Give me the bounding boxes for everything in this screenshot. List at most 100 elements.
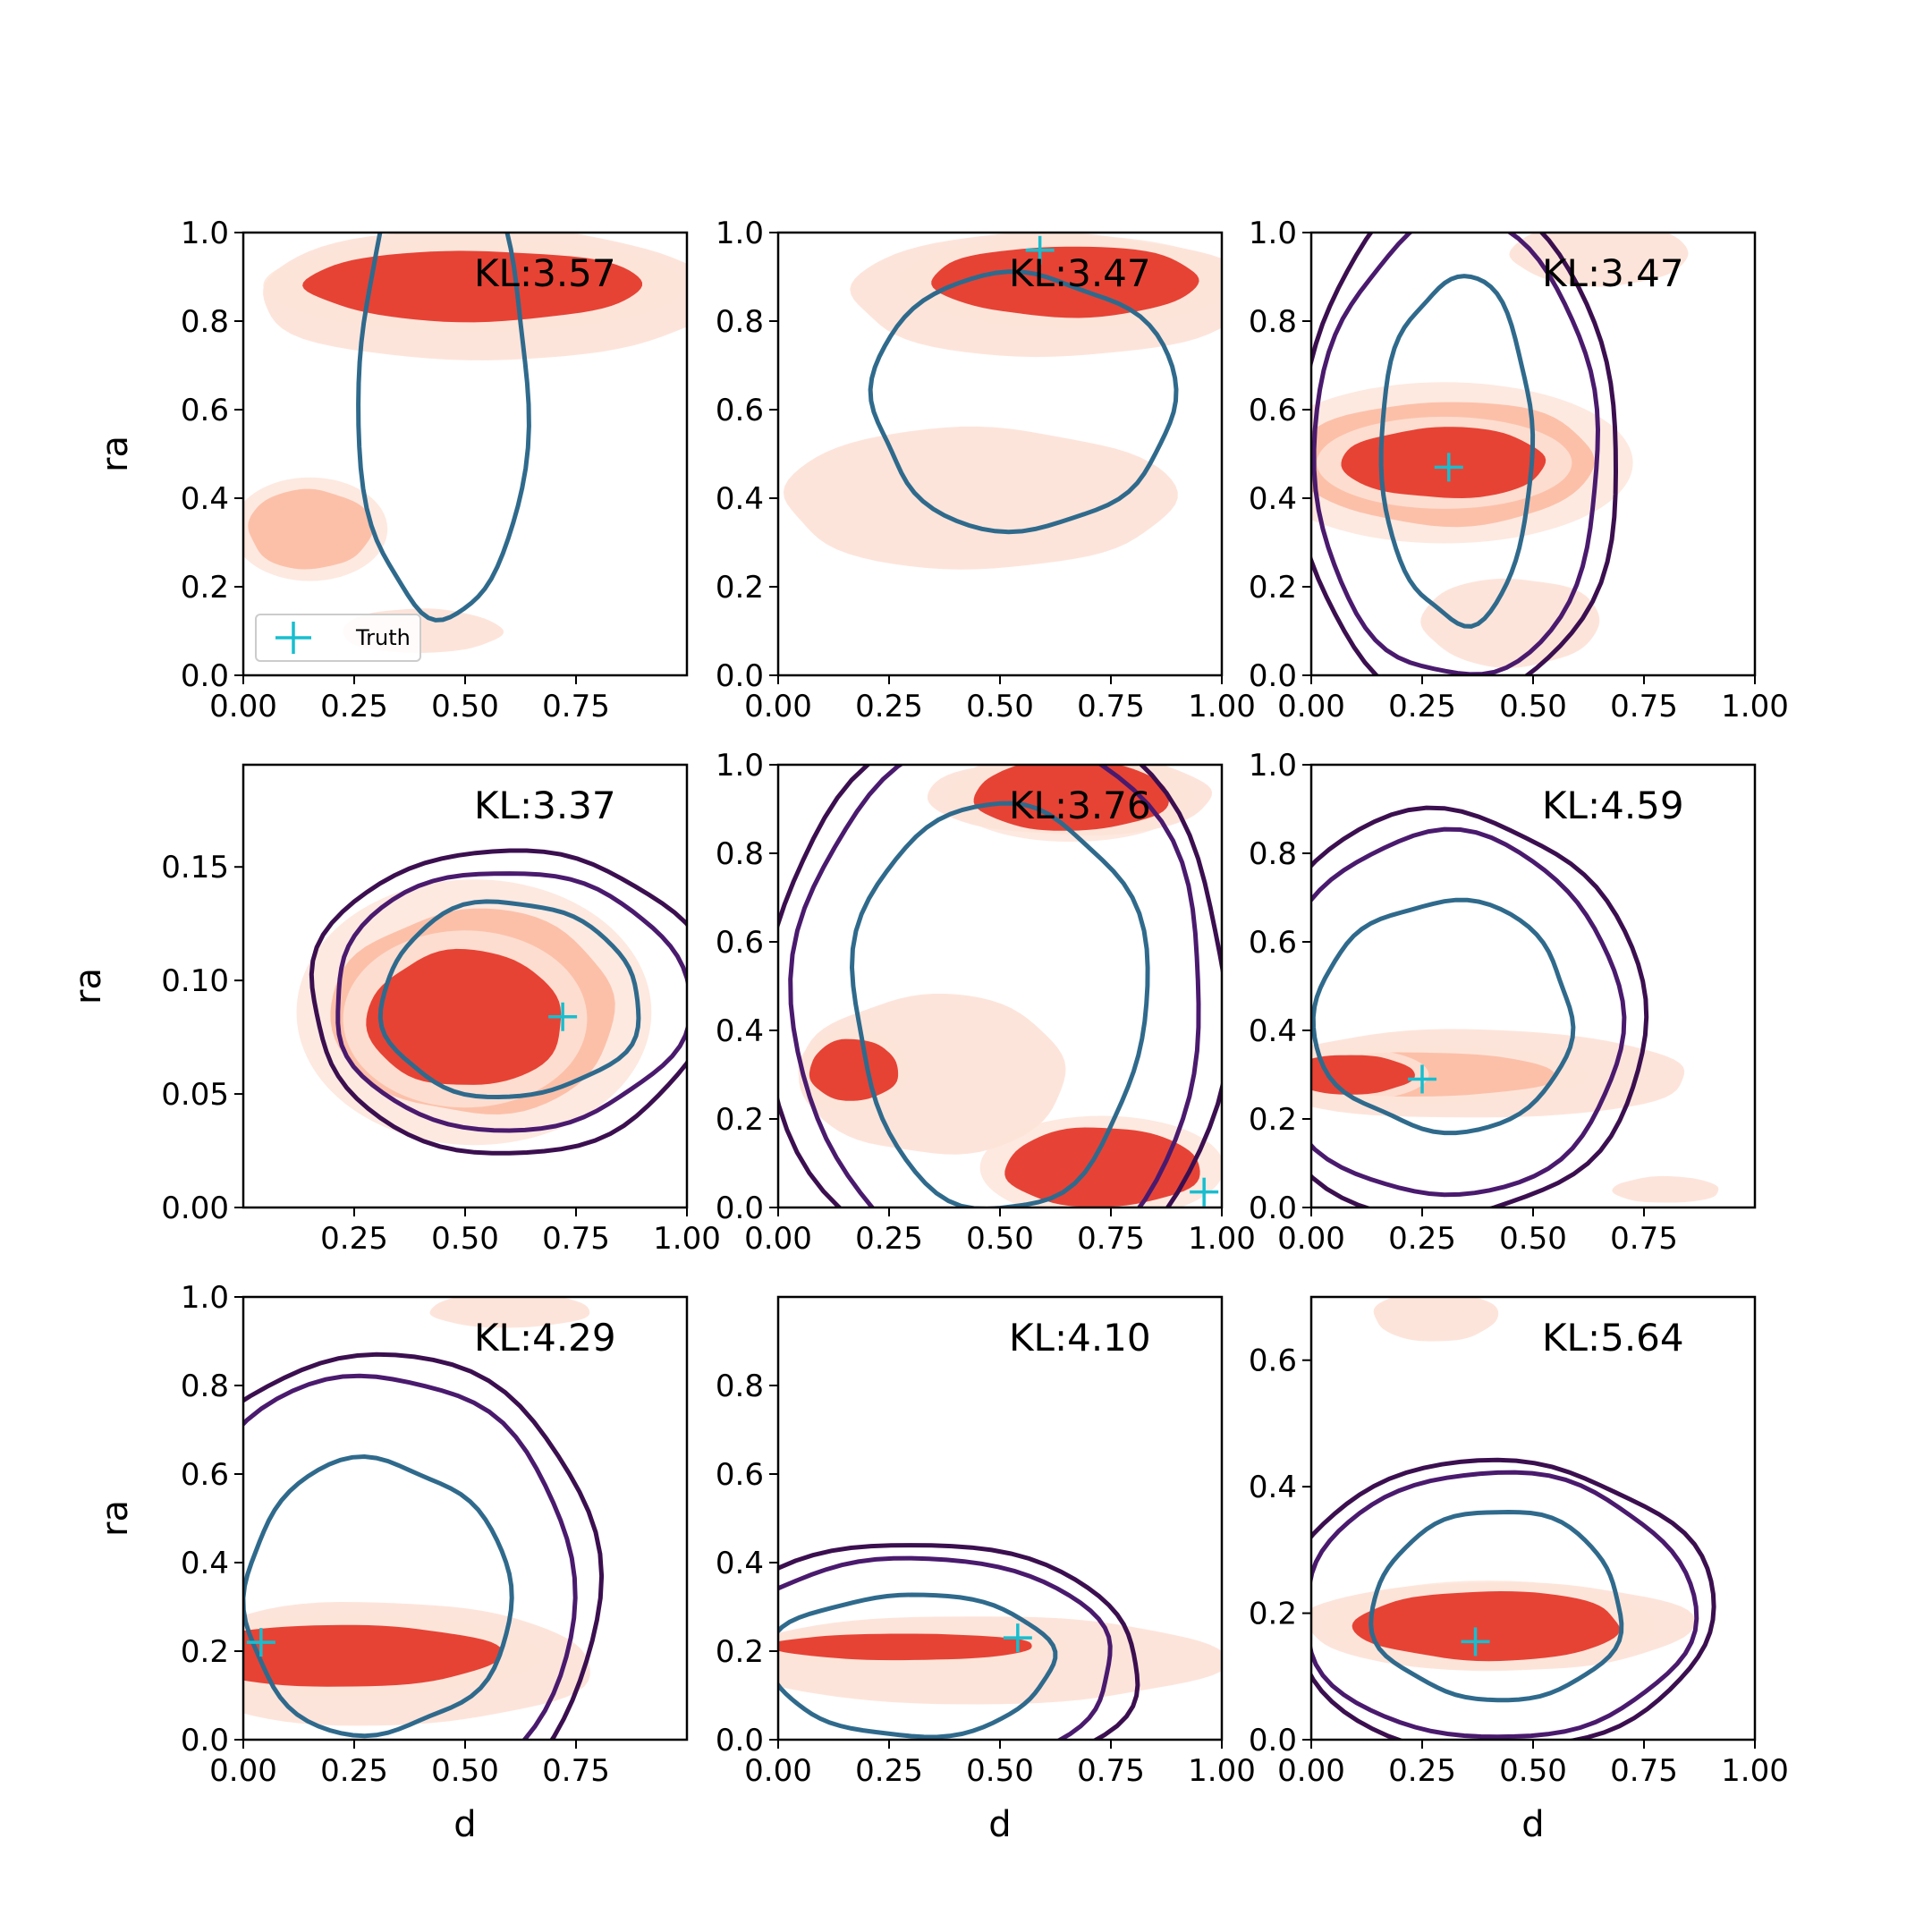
x-tick-label: 0.50 (966, 1221, 1034, 1257)
y-tick-label: 0.2 (181, 570, 229, 606)
density-region (1341, 427, 1546, 498)
y-tick-label: 0.8 (716, 1368, 764, 1404)
y-tick-label: 0.15 (161, 850, 229, 886)
y-tick-label: 1.0 (716, 216, 764, 251)
x-tick-label: 0.75 (1610, 1753, 1678, 1789)
x-tick-label: 0.75 (1610, 689, 1678, 724)
y-tick-label: 1.0 (1249, 216, 1297, 251)
subplot-2: 0.00 0.25 0.50 0.75 1.00 0.0 0.2 0.4 0.6 0.8 1.0 KL… (716, 216, 1256, 724)
x-tick-label: 1.00 (653, 1221, 721, 1257)
density-region (243, 1624, 503, 1687)
contour-line-3 (1311, 233, 1619, 675)
x-tick-label: 0.75 (542, 689, 610, 724)
x-tick-label: 1.00 (1188, 1221, 1256, 1257)
contour-line-3 (1311, 1457, 1716, 1740)
y-tick-label: 0.0 (716, 1723, 764, 1758)
density-region (248, 488, 374, 570)
truth-marker (1434, 453, 1463, 482)
y-tick-label: 0.2 (1249, 1597, 1297, 1632)
density-region (1612, 1175, 1719, 1203)
plot-area (296, 848, 687, 1156)
y-tick-label: 0.8 (716, 836, 764, 872)
y-tick-label: 0.0 (716, 1191, 764, 1226)
truth-marker (548, 1002, 578, 1031)
density-region (1420, 578, 1600, 668)
y-axis-label: ra (68, 968, 109, 1004)
x-tick-label: 0.25 (1388, 1221, 1456, 1257)
y-tick-label: 0.8 (1249, 304, 1297, 340)
x-axis-label: d (453, 1804, 476, 1845)
x-tick-label: 1.00 (1721, 1753, 1789, 1789)
y-tick-label: 0.4 (181, 1546, 229, 1581)
density-region (429, 1297, 590, 1328)
legend-label: Truth (355, 625, 411, 650)
contour-line-2 (335, 871, 687, 1133)
x-axis-label: d (988, 1804, 1011, 1845)
truth-marker (1190, 1177, 1219, 1207)
x-tick-label: 0.25 (855, 1221, 923, 1257)
subplot-8: 0.00 0.25 0.50 0.75 1.00 0.0 0.2 0.4 0.6 0.8 KL:4.… (716, 1295, 1256, 1845)
density-region (1373, 1297, 1499, 1342)
legend: Truth (255, 614, 421, 662)
y-tick-label: 0.8 (181, 304, 229, 340)
y-tick-label: 0.10 (161, 963, 229, 999)
x-tick-label: 0.75 (1077, 1753, 1145, 1789)
subplot-5: 0.00 0.25 0.50 0.75 1.00 0.0 0.2 0.4 0.6 0.8 1.0 KL… (716, 748, 1256, 1257)
plot-area (778, 765, 1222, 1208)
x-tick-label: 0.75 (1077, 689, 1145, 724)
density-region (302, 250, 642, 323)
contour-line-1 (868, 269, 1179, 535)
y-tick-label: 0.2 (1249, 1102, 1297, 1138)
y-tick-label: 0.6 (1249, 925, 1297, 961)
x-tick-label: 0.75 (1610, 1221, 1678, 1257)
kl-annotation: KL:3.57 (474, 251, 616, 295)
contour-line-1 (356, 233, 531, 623)
kl-annotation: KL:3.47 (1009, 251, 1151, 295)
x-tick-label: 0.75 (1077, 1221, 1145, 1257)
x-tick-label: 0.50 (966, 689, 1034, 724)
legend-box (255, 614, 421, 662)
y-tick-label: 0.4 (181, 481, 229, 517)
contour-line-1 (377, 899, 641, 1100)
truth-marker (1025, 235, 1055, 265)
y-tick-label: 0.2 (716, 570, 764, 606)
x-tick-label: 0.50 (1499, 689, 1567, 724)
contour-line-2 (1311, 1470, 1699, 1740)
x-tick-label: 0.50 (1499, 1753, 1567, 1789)
plot-area (1311, 233, 1689, 675)
kl-annotation: KL:4.59 (1542, 784, 1684, 827)
y-tick-label: 0.05 (161, 1077, 229, 1113)
kl-annotation: KL:4.10 (1009, 1316, 1151, 1360)
x-tick-label: 0.00 (744, 1753, 812, 1789)
y-tick-label: 0.2 (1249, 570, 1297, 606)
contour-line-2 (1311, 826, 1627, 1198)
truth-marker (1408, 1064, 1436, 1094)
density-region (1352, 1591, 1621, 1662)
subplot-6: 0.00 0.25 0.50 0.75 0.0 0.2 0.4 0.6 0.8 1.0 KL:4.5… (1249, 748, 1757, 1257)
y-tick-label: 0.0 (1249, 1191, 1297, 1226)
y-tick-label: 0.6 (181, 393, 229, 428)
density-region (783, 426, 1178, 570)
subplot-7: 0.00 0.25 0.50 0.75 0.0 0.2 0.4 0.6 0.8 1.0 KL:4.2… (95, 1280, 689, 1845)
x-tick-label: 0.25 (855, 689, 923, 724)
x-tick-label: 0.00 (209, 689, 277, 724)
x-tick-label: 0.75 (542, 1221, 610, 1257)
x-tick-label: 0.50 (966, 1753, 1034, 1789)
y-tick-label: 0.4 (716, 1013, 764, 1049)
y-tick-label: 0.6 (716, 1457, 764, 1493)
x-tick-label: 0.50 (431, 689, 499, 724)
y-axis-label: ra (95, 1500, 136, 1537)
y-tick-label: 0.8 (716, 304, 764, 340)
truth-marker (246, 1628, 275, 1657)
y-tick-label: 1.0 (1249, 748, 1297, 784)
x-tick-label: 0.25 (1388, 689, 1456, 724)
y-tick-label: 0.4 (1249, 1470, 1297, 1505)
contour-line-3 (243, 1352, 605, 1740)
y-tick-label: 0.4 (716, 481, 764, 517)
y-tick-label: 0.4 (1249, 481, 1297, 517)
contour-line-3 (1311, 805, 1649, 1208)
contour-line-2 (243, 1373, 578, 1740)
contour-line-2 (778, 1555, 1113, 1740)
x-tick-label: 0.25 (320, 1221, 388, 1257)
density-region (809, 1038, 899, 1101)
